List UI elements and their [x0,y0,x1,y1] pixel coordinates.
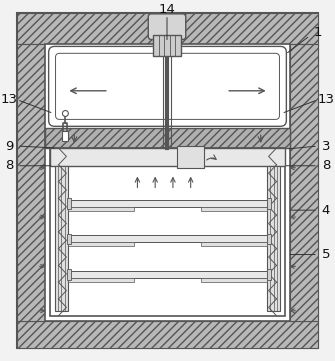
Bar [17,321,318,348]
Bar [62,131,68,141]
Bar [55,166,68,311]
Bar [67,269,71,279]
Bar [68,235,267,242]
Bar [153,35,181,56]
Text: 4: 4 [322,204,330,217]
Circle shape [62,110,68,117]
Text: 8: 8 [5,159,13,172]
Bar [201,242,267,246]
Bar [68,200,267,207]
Text: 14: 14 [158,3,176,16]
Bar [68,242,134,246]
Bar [290,44,318,321]
Bar [267,198,271,209]
Bar [67,234,71,244]
Text: 13: 13 [317,93,334,106]
Bar [45,128,290,148]
Text: 3: 3 [322,140,330,153]
Text: 9: 9 [5,140,13,153]
Bar [17,13,318,44]
Text: 5: 5 [322,248,330,261]
Bar [68,271,267,278]
Text: 1: 1 [314,26,322,39]
Bar [17,44,45,321]
Bar [201,207,267,211]
Bar [50,148,285,316]
Bar [267,234,271,244]
Text: 8: 8 [322,159,330,172]
Bar [68,278,134,282]
Bar [177,146,204,168]
FancyBboxPatch shape [148,14,186,39]
Bar [201,278,267,282]
Bar [68,207,134,211]
Bar [50,148,285,166]
Bar [267,269,271,279]
Bar [67,198,71,209]
Bar [267,166,280,311]
Text: 13: 13 [1,93,18,106]
Bar [45,44,290,321]
